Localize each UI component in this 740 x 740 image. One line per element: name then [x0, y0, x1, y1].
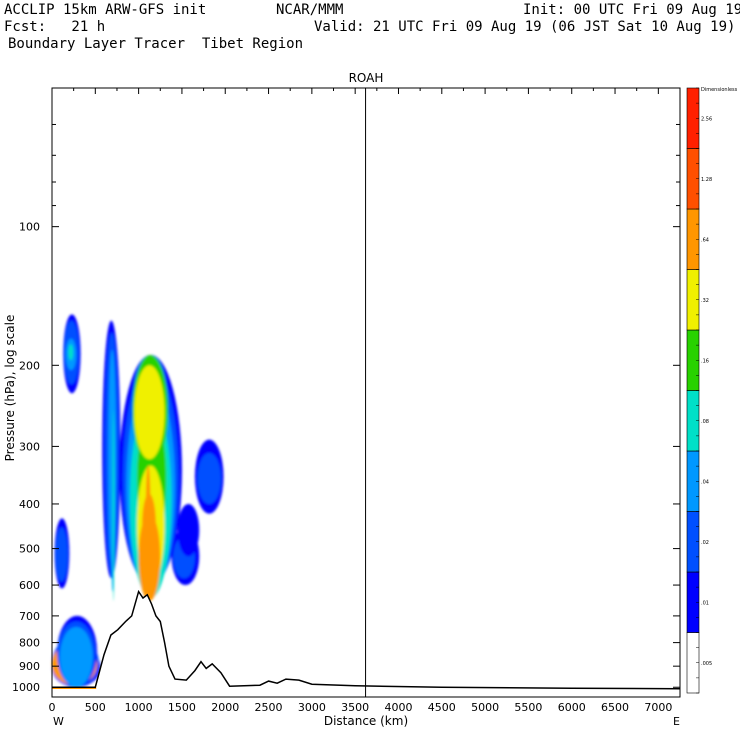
terrain-line: [52, 589, 681, 690]
y-tick-label: 200: [19, 359, 40, 372]
tracer-blob: [68, 344, 74, 361]
x-tick-label: 4500: [428, 701, 456, 714]
colorbar-level-label: .02: [701, 540, 709, 546]
y-tick-label: 900: [19, 660, 40, 673]
colorbar-level-label: .16: [701, 358, 709, 364]
colorbar-level-label: .08: [701, 419, 709, 425]
tracer-blob: [177, 503, 200, 557]
chart-title: ROAH: [349, 71, 384, 85]
y-tick-label: 800: [19, 637, 40, 650]
colorbar-level-label: .04: [701, 479, 709, 485]
colorbar-level-label: .005: [701, 661, 712, 667]
header-line2-right: Valid: 21 UTC Fri 09 Aug 19 (06 JST Sat …: [314, 19, 736, 35]
surface-tracer-layer: [52, 687, 97, 689]
tracer-blob: [134, 365, 165, 460]
tracer-blob: [59, 627, 93, 688]
tracer-blob: [55, 527, 68, 582]
y-tick-label: 300: [19, 440, 40, 453]
y-tick-label: 700: [19, 610, 40, 623]
x-end-label-east: E: [673, 715, 680, 728]
x-tick-label: 5000: [471, 701, 499, 714]
header-line2-left: Fcst: 21 h: [4, 19, 106, 35]
colorbar: .005 .01 .02 .04 .08 .16 .32 .64 1.28 2.56 Dimensi…: [686, 87, 738, 694]
y-tick-label: 600: [19, 579, 40, 592]
tracer-blob: [145, 465, 151, 586]
colorbar-level-label: .64: [701, 237, 709, 243]
colorbar-level-label: .32: [701, 298, 709, 304]
x-tick-label: 1000: [125, 701, 153, 714]
y-tick-label: 500: [19, 543, 40, 556]
x-tick-label: 2500: [255, 701, 283, 714]
header-line3-left: Boundary Layer Tracer Tibet Region: [8, 36, 304, 52]
x-axis-label: Distance (km): [324, 714, 408, 728]
x-tick-label: 0: [49, 701, 56, 714]
x-tick-label: 7000: [644, 701, 672, 714]
colorbar-level-label: 1.28: [701, 177, 712, 183]
y-tick-label: 400: [19, 498, 40, 511]
header-line1-center: NCAR/MMM: [276, 2, 344, 18]
header-line1-left: ACCLIP 15km ARW-GFS init: [4, 2, 207, 18]
x-tick-label: 6500: [601, 701, 629, 714]
colorbar-unit-label: Dimensionless: [701, 87, 738, 93]
x-tick-label: 3500: [341, 701, 369, 714]
tracer-blob: [112, 409, 115, 602]
below-ground-mask: [52, 591, 680, 697]
x-tick-label: 6000: [558, 701, 586, 714]
x-tick-label: 2000: [211, 701, 239, 714]
plot-frame: [51, 87, 681, 698]
tracer-blob: [197, 452, 221, 504]
x-tick-label: 500: [85, 701, 106, 714]
tracer-plumes: [52, 314, 224, 688]
x-end-label-west: W: [53, 715, 64, 728]
y-tick-label: 100: [19, 221, 40, 234]
header-line1-right: Init: 00 UTC Fri 09 Aug 19: [523, 2, 740, 18]
colorbar-level-label: 2.56: [701, 116, 712, 122]
colorbar-level-label: .01: [701, 600, 709, 606]
x-tick-label: 4000: [384, 701, 412, 714]
y-axis-label: Pressure (hPa), log scale: [3, 315, 17, 462]
x-tick-label: 3000: [298, 701, 326, 714]
axes-ticks: 0 500 1000 1500 2000 2500 3000 3500 4000 4500 5000…: [12, 88, 680, 714]
x-tick-label: 1500: [168, 701, 196, 714]
y-tick-label: 1000: [12, 681, 40, 694]
x-tick-label: 5500: [514, 701, 542, 714]
